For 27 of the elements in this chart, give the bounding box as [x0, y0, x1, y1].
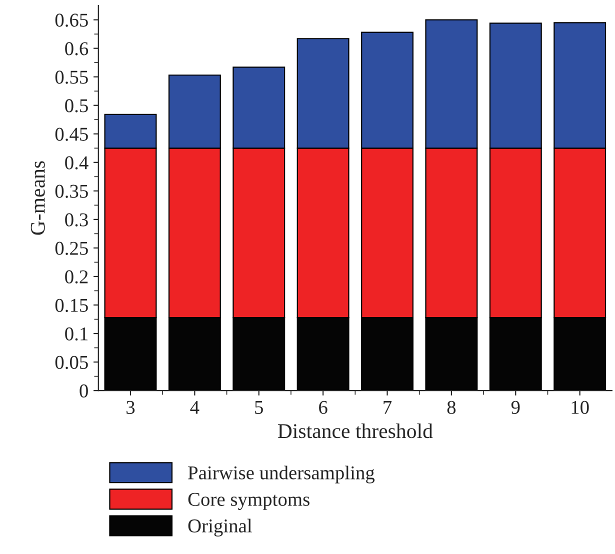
x-tick-label: 5: [255, 401, 263, 414]
y-tick-label: 0.1: [65, 327, 88, 341]
x-tick-label: 3: [126, 400, 135, 414]
x-axis-title: Distance threshold: [278, 423, 433, 438]
y-tick-label: 0.25: [55, 242, 88, 255]
y-tick-label: 0.45: [55, 128, 88, 141]
y-tick-label: 0.55: [55, 70, 88, 84]
x-tick-label: 10: [572, 400, 589, 414]
legend-label: Original: [188, 518, 252, 536]
legend-label: Core symptoms: [188, 492, 310, 510]
y-tick-label: 0.2: [65, 270, 88, 284]
y-tick-label: 0.65: [55, 14, 88, 27]
legend-label: Pairwise undersampling: [188, 466, 375, 484]
y-tick-label: 0.5: [65, 99, 88, 112]
y-tick-label: 0.6: [65, 42, 88, 56]
y-tick-label: 0.3: [65, 213, 88, 226]
x-tick-label: 4: [190, 400, 200, 414]
x-tick-label: 6: [319, 400, 328, 414]
y-tick-label: 0.05: [55, 356, 88, 370]
x-tick-label: 8: [447, 400, 456, 414]
y-tick-label: 0.4: [65, 156, 88, 170]
x-tick-label: 9: [511, 400, 520, 414]
y-tick-label: 0.15: [55, 298, 88, 312]
y-tick-label: 0.35: [55, 184, 88, 198]
y-tick-label: 0: [80, 384, 88, 398]
x-tick-label: 7: [384, 401, 392, 414]
y-axis-title: G-means: [30, 161, 45, 235]
